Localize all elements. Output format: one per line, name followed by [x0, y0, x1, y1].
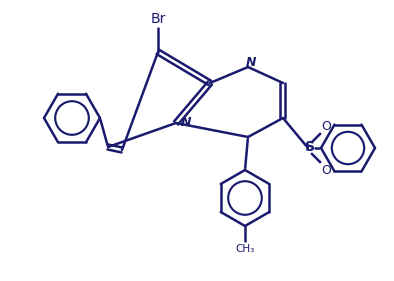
Text: Br: Br	[151, 12, 166, 26]
Text: S: S	[305, 140, 315, 154]
Text: O: O	[321, 164, 331, 176]
Text: N: N	[181, 115, 191, 128]
Text: N: N	[246, 56, 256, 69]
Text: O: O	[321, 119, 331, 133]
Text: CH₃: CH₃	[235, 244, 255, 254]
